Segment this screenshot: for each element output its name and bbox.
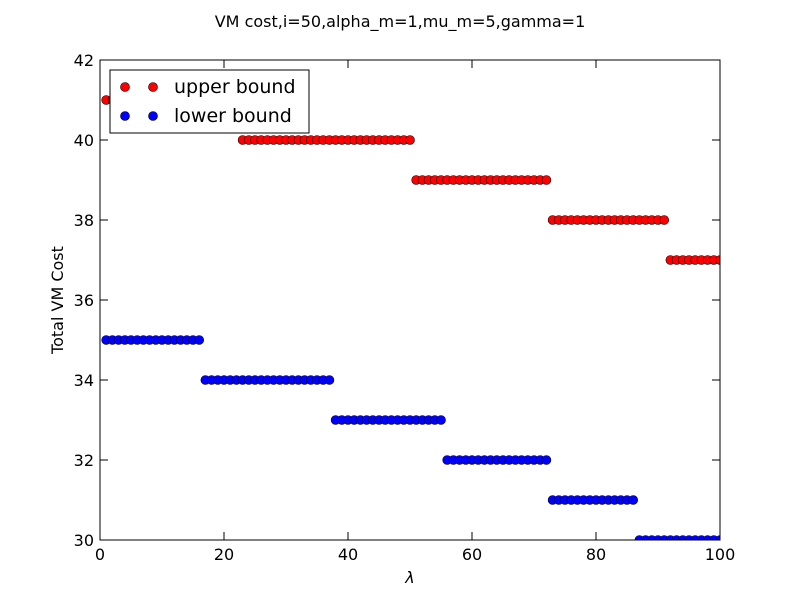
x-tick-label: 60: [462, 545, 482, 564]
lower-bound-point: [324, 375, 335, 385]
upper-bound-point: [541, 175, 552, 185]
legend-marker-lower-a: [120, 111, 130, 121]
chart-title: VM cost,i=50,alpha_m=1,mu_m=5,gamma=1: [215, 12, 586, 32]
x-tick-labels: 0 20 40 60 80 100: [95, 545, 735, 564]
y-tick-label: 32: [74, 451, 94, 470]
x-tick-label: 20: [214, 545, 234, 564]
upper-bound-point: [659, 215, 670, 225]
legend-label-upper: upper bound: [174, 76, 296, 98]
y-tick-label: 42: [74, 51, 94, 70]
lower-bound-point: [194, 335, 204, 345]
legend-marker-upper-a: [120, 82, 130, 92]
y-tick-labels: 30 32 34 36 38 40 42: [74, 51, 94, 550]
legend-marker-lower-b: [148, 111, 158, 121]
plot-frame: [99, 59, 721, 541]
y-tick-label: 34: [74, 371, 94, 390]
upper-bound-point: [405, 135, 415, 145]
x-tick-label: 100: [705, 545, 736, 564]
y-tick-label: 30: [74, 531, 94, 550]
x-axis-label: λ: [404, 568, 414, 587]
x-tick-label: 40: [338, 545, 358, 564]
lower-bound-point: [436, 415, 446, 425]
legend: upper bound lower bound: [109, 69, 310, 134]
y-tick-label: 36: [74, 291, 94, 310]
x-tick-label: 0: [95, 545, 105, 564]
lower-bound-point: [715, 535, 720, 540]
y-tick-label: 40: [74, 131, 94, 150]
x-tick-label: 80: [586, 545, 606, 564]
legend-marker-upper-b: [148, 82, 158, 92]
lower-bound-point: [541, 455, 552, 465]
legend-label-lower: lower bound: [174, 105, 292, 127]
data-points: [101, 95, 720, 540]
legend-box: [109, 69, 310, 134]
upper-bound-point: [715, 255, 720, 265]
y-tick-label: 38: [74, 211, 94, 230]
lower-bound-point: [628, 495, 639, 505]
y-axis-label: Total VM Cost: [48, 246, 67, 355]
